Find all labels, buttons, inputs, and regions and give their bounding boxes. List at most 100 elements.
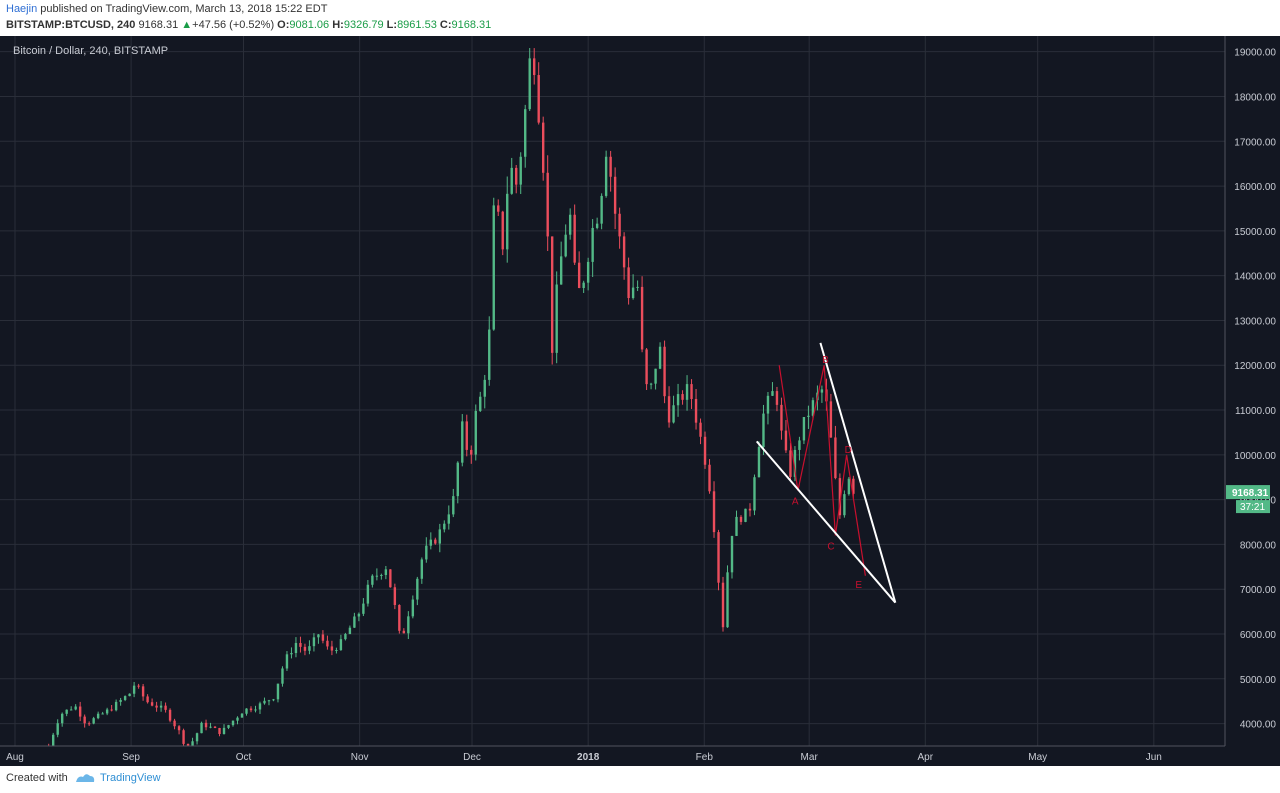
candle-down [681,394,684,400]
candle-down [645,349,648,385]
candle-down [146,696,149,703]
price-chart[interactable]: A B C D E 4000.00 5000.00 6000.00 7000.00 8000.0… [0,36,1280,766]
candle-up [461,421,464,463]
candle-up [847,478,851,495]
wave-label-b: B [822,355,829,366]
candle-up [317,634,320,638]
candle-down [326,640,329,647]
candle-down [330,646,334,651]
candle-down [703,436,707,465]
candle-down [640,286,644,350]
candle-up [582,282,585,289]
candle-down [699,422,702,437]
candle-up [483,379,486,397]
low-value: 8961.53 [397,19,437,31]
chart-area[interactable]: A B C D E 4000.00 5000.00 6000.00 7000.00 8000.0… [0,36,1280,766]
candle-up [766,395,770,414]
candle-up [730,535,734,573]
price-tick-label: 4000.00 [1240,720,1277,731]
tradingview-brand-link[interactable]: TradingView [100,772,161,784]
lower-trendline [755,440,897,604]
time-axis[interactable] [0,746,1280,766]
time-tick-label: Nov [351,752,369,763]
price-badge-bg [1226,485,1270,500]
candle-down [613,176,617,214]
candle-up [771,391,774,396]
published-text: published on TradingView.com, March 13, … [37,3,328,15]
price-tick-label: 6000.00 [1240,630,1277,641]
open-value: 9081.06 [289,19,330,31]
price-tick-label: 11000.00 [1235,406,1276,417]
candle-up [267,700,271,702]
candle-up [69,709,73,711]
candle-down [78,706,82,717]
candle-up [92,718,95,724]
candle-up [254,709,257,711]
candle-up [240,713,244,718]
candle-down [83,716,86,724]
candle-up [123,696,127,700]
price-badge-value: 9168.31 [1232,488,1269,499]
candle-up [420,559,424,579]
candle-up [191,741,194,750]
low-label: L: [386,19,398,31]
candle-up [568,214,572,235]
candle-down [110,709,113,711]
tradingview-logo-icon[interactable] [74,770,96,786]
candle-down [177,726,181,731]
candle-up [416,578,419,600]
candle-down [164,705,167,710]
candle-up [101,713,104,715]
candle-up [443,523,446,530]
candle-up [258,703,262,710]
candle-up [793,449,797,477]
candle-up [200,722,203,734]
candle-up [798,440,801,450]
candle-up [586,261,590,283]
candle-up [506,193,509,250]
time-tick-label: Aug [6,752,24,763]
candle-down [609,156,612,177]
candle-up [411,599,415,617]
price-axis[interactable] [1225,36,1280,746]
candle-down [618,213,621,237]
candle-up [600,195,603,224]
candle-down [137,685,140,687]
open-label: O: [277,19,290,31]
candle-down [784,430,788,451]
candle-up [384,569,388,575]
candle-down [501,211,504,250]
candle-up [128,693,131,697]
candle-down [546,172,549,237]
candle-up [492,205,495,330]
candle-up [227,725,230,728]
candle-up [528,58,531,110]
price-tick-label: 12000.00 [1234,361,1276,372]
candle-down [204,722,208,728]
candle-up [510,167,513,194]
time-tick-label: Feb [696,752,714,763]
candle-up [245,708,248,714]
candle-down [497,205,500,212]
candle-down [748,508,752,511]
candle-down [627,267,630,299]
price-tick-label: 16000.00 [1234,182,1276,193]
candle-up [195,733,199,742]
price-tick-label: 18000.00 [1234,92,1276,103]
candle-up [456,462,459,497]
candle-up [474,410,477,455]
candle-down [537,75,540,123]
time-tick-label: Apr [918,752,934,763]
author-link[interactable]: Haejin [6,3,38,15]
candle-up [658,346,662,369]
candle-down [852,478,855,494]
price-tick-label: 8000.00 [1240,540,1277,551]
candle-up [60,713,64,724]
candle-up [132,685,136,694]
chart-background [0,36,1280,766]
candle-down [829,401,833,438]
price-tick-label: 5000.00 [1240,675,1277,686]
candle-down [550,236,554,353]
candles [47,47,855,754]
candle-up [649,383,653,385]
